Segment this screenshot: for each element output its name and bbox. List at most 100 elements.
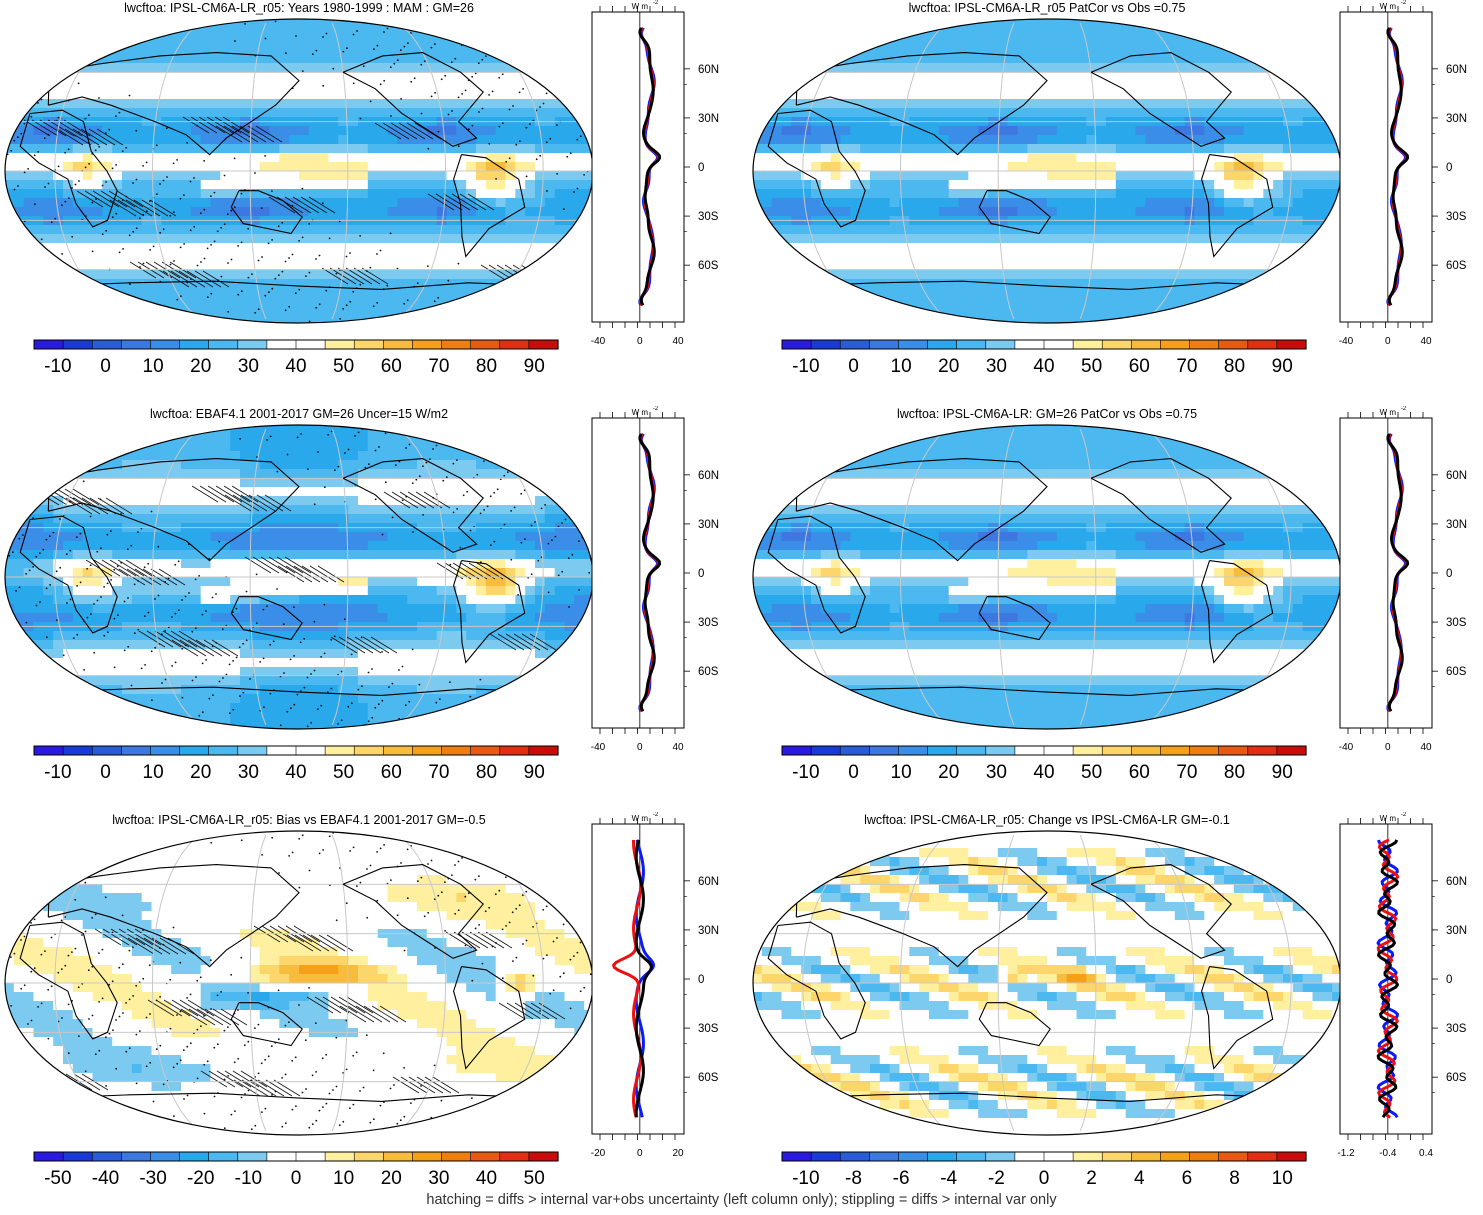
coastlines <box>19 864 550 1102</box>
colorbar-swatch <box>1160 339 1191 350</box>
colorbar-swatch <box>499 1151 530 1162</box>
profile-lat-tick-label: 60S <box>1446 260 1467 272</box>
colorbar: -10 0 10 20 30 40 50 60 70 80 90 <box>781 745 1307 783</box>
profile-x-tick-label: 40 <box>1420 742 1432 753</box>
graticule <box>753 22 1341 320</box>
profile-lat-tick-label: 60N <box>698 470 719 482</box>
colorbar-swatch <box>208 339 239 350</box>
colorbar-swatch <box>927 339 958 350</box>
colorbar-swatch <box>1247 339 1278 350</box>
colorbar-swatch <box>839 745 870 756</box>
profile-mean-line <box>1386 27 1410 306</box>
profile-lat-tick-label: 0 <box>1446 974 1452 986</box>
colorbar-tick-label: 90 <box>1272 356 1293 377</box>
colorbar-swatch <box>528 1151 559 1162</box>
profile-lat-tick-label: 0 <box>698 162 704 174</box>
coastlines <box>19 52 550 290</box>
colorbar-tick-label: -20 <box>187 1168 214 1189</box>
profile-x-tick-label: 20 <box>672 1148 684 1159</box>
colorbar-swatch <box>1247 745 1278 756</box>
colorbar-tick-label: 0 <box>848 762 859 783</box>
colorbar-swatch <box>528 745 559 756</box>
colorbar-swatch <box>91 1151 122 1162</box>
colorbar-tick-label: 70 <box>1176 762 1197 783</box>
colorbar-swatch <box>1043 339 1074 350</box>
colorbar-swatch <box>383 745 414 756</box>
colorbar-swatch <box>150 339 181 350</box>
profile-mean-line <box>634 839 653 1118</box>
colorbar-swatch <box>62 339 93 350</box>
profile-x-tick-label: 40 <box>672 742 684 753</box>
panel-p5: lwcftoa: IPSL-CM6A-LR_r05: Bias vs EBAF4… <box>0 812 735 1212</box>
colorbar-swatch <box>121 745 152 756</box>
profile-mean-line <box>638 27 662 306</box>
colorbar-tick-label: 6 <box>1182 1168 1193 1189</box>
profile-x-tick-label: -0.4 <box>1379 1148 1397 1159</box>
colorbar-swatch <box>1043 745 1074 756</box>
profile-x-tick-label: 40 <box>1420 336 1432 347</box>
colorbar: -10 0 10 20 30 40 50 60 70 80 90 <box>781 339 1307 377</box>
profile-x-tick-label: -40 <box>1339 742 1354 753</box>
svg-text:-2: -2 <box>1401 0 1407 6</box>
colorbar-swatch <box>121 339 152 350</box>
colorbar-tick-label: 10 <box>143 356 164 377</box>
colorbar-swatch <box>91 745 122 756</box>
panel-graphics: -10 0 10 20 30 40 50 60 70 80 90 W m -2 -40 0 40 60N 30N 0… <box>752 0 1467 377</box>
colorbar-tick-label: 40 <box>1033 762 1054 783</box>
map-p6 <box>752 830 1342 1136</box>
profile-lat-tick-label: 0 <box>698 974 704 986</box>
profile-lat-tick-label: 60S <box>1446 1072 1467 1084</box>
colorbar-tick-label: -10 <box>44 356 71 377</box>
colorbar-swatch <box>383 1151 414 1162</box>
colorbar-tick-label: 50 <box>333 356 354 377</box>
profile-x-tick-label: -1.2 <box>1337 1148 1355 1159</box>
colorbar: -10 -8 -6 -4 -2 0 2 4 6 8 10 <box>781 1151 1307 1189</box>
colorbar-swatch <box>1189 745 1220 756</box>
colorbar-tick-label: 20 <box>190 762 211 783</box>
profile-lat-tick-label: 30S <box>698 617 719 629</box>
colorbar-swatch <box>1101 745 1132 756</box>
colorbar-tick-label: 0 <box>291 1168 302 1189</box>
graticule <box>753 428 1341 726</box>
colorbar-swatch <box>412 339 443 350</box>
colorbar-swatch <box>266 1151 297 1162</box>
colorbar-swatch <box>470 745 501 756</box>
map-title: lwcftoa: IPSL-CM6A-LR_r05 PatCor vs Obs … <box>908 1 1186 15</box>
colorbar-swatch <box>353 745 384 756</box>
colorbar-swatch <box>499 745 530 756</box>
colorbar-swatch <box>1131 339 1162 350</box>
colorbar-tick-label: 0 <box>1039 1168 1050 1189</box>
colorbar-swatch <box>898 745 929 756</box>
colorbar-swatch <box>441 339 472 350</box>
map-title: lwcftoa: IPSL-CM6A-LR_r05: Change vs IPS… <box>864 813 1230 827</box>
colorbar-tick-label: -10 <box>792 762 819 783</box>
colorbar-swatch <box>898 339 929 350</box>
colorbar-swatch <box>869 745 900 756</box>
colorbar-swatch <box>898 1151 929 1162</box>
colorbar-tick-label: 20 <box>938 762 959 783</box>
colorbar-swatch <box>985 1151 1016 1162</box>
colorbar-tick-label: 40 <box>285 762 306 783</box>
colorbar-tick-label: 50 <box>1081 356 1102 377</box>
colorbar-swatch <box>470 1151 501 1162</box>
panel-graphics: -50 -40 -30 -20 -10 0 10 20 30 40 50W m -2-20 0 2060N… <box>4 812 719 1189</box>
colorbar-swatch <box>1218 745 1249 756</box>
profile-lat-tick-label: 0 <box>1446 568 1452 580</box>
colorbar-swatch <box>985 745 1016 756</box>
map-p4 <box>752 424 1342 730</box>
map-title: lwcftoa: EBAF4.1 2001-2017 GM=26 Uncer=1… <box>149 407 449 421</box>
colorbar-swatch <box>33 1151 64 1162</box>
colorbar-tick-label: 30 <box>238 356 259 377</box>
colorbar-swatch <box>1247 1151 1278 1162</box>
colorbar-swatch <box>1101 1151 1132 1162</box>
colorbar-swatch <box>1276 339 1307 350</box>
profile-lat-tick-label: 30N <box>1446 113 1467 125</box>
colorbar-swatch <box>295 339 326 350</box>
profile-x-tick-label: 0 <box>637 742 643 753</box>
colorbar-swatch <box>869 339 900 350</box>
colorbar-swatch <box>781 339 812 350</box>
colorbar-tick-label: 4 <box>1134 1168 1145 1189</box>
profile-lat-tick-label: 60N <box>1446 470 1467 482</box>
map-title: lwcftoa: IPSL-CM6A-LR_r05: Bias vs EBAF4… <box>112 813 486 827</box>
colorbar-swatch <box>150 1151 181 1162</box>
